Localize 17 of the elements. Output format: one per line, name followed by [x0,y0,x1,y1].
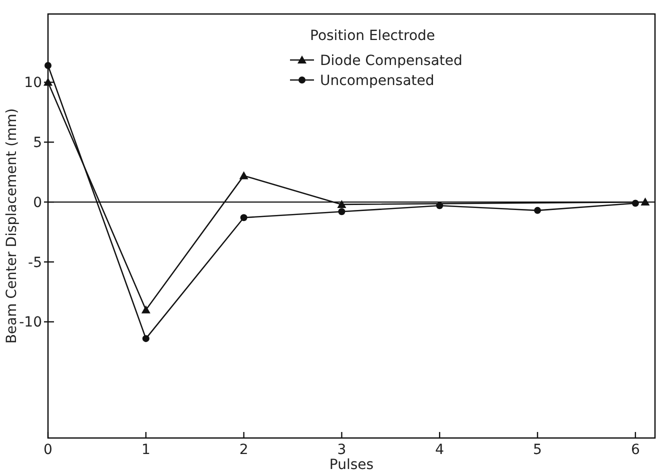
x-tick-label: 1 [141,442,150,458]
x-tick-label: 3 [337,442,346,458]
legend-title: Position Electrode [310,28,436,44]
x-tick-label: 4 [435,442,444,458]
y-tick-label: -5 [28,254,42,271]
y-tick-label: 0 [33,194,42,211]
y-tick-label: 10 [24,75,42,92]
x-axis-title: Pulses [329,457,374,472]
y-axis-title: Beam Center Displacement (mm) [4,108,20,344]
legend-label: Diode Compensated [320,52,462,69]
y-tick-label: 5 [33,135,42,152]
x-tick-label: 0 [44,442,52,458]
x-tick-label: 6 [630,442,640,458]
x-tick-label: 5 [533,442,542,458]
x-tick-label: 2 [239,442,248,458]
legend-label: Uncompensated [320,72,434,89]
y-tick-label: -10 [19,314,42,331]
